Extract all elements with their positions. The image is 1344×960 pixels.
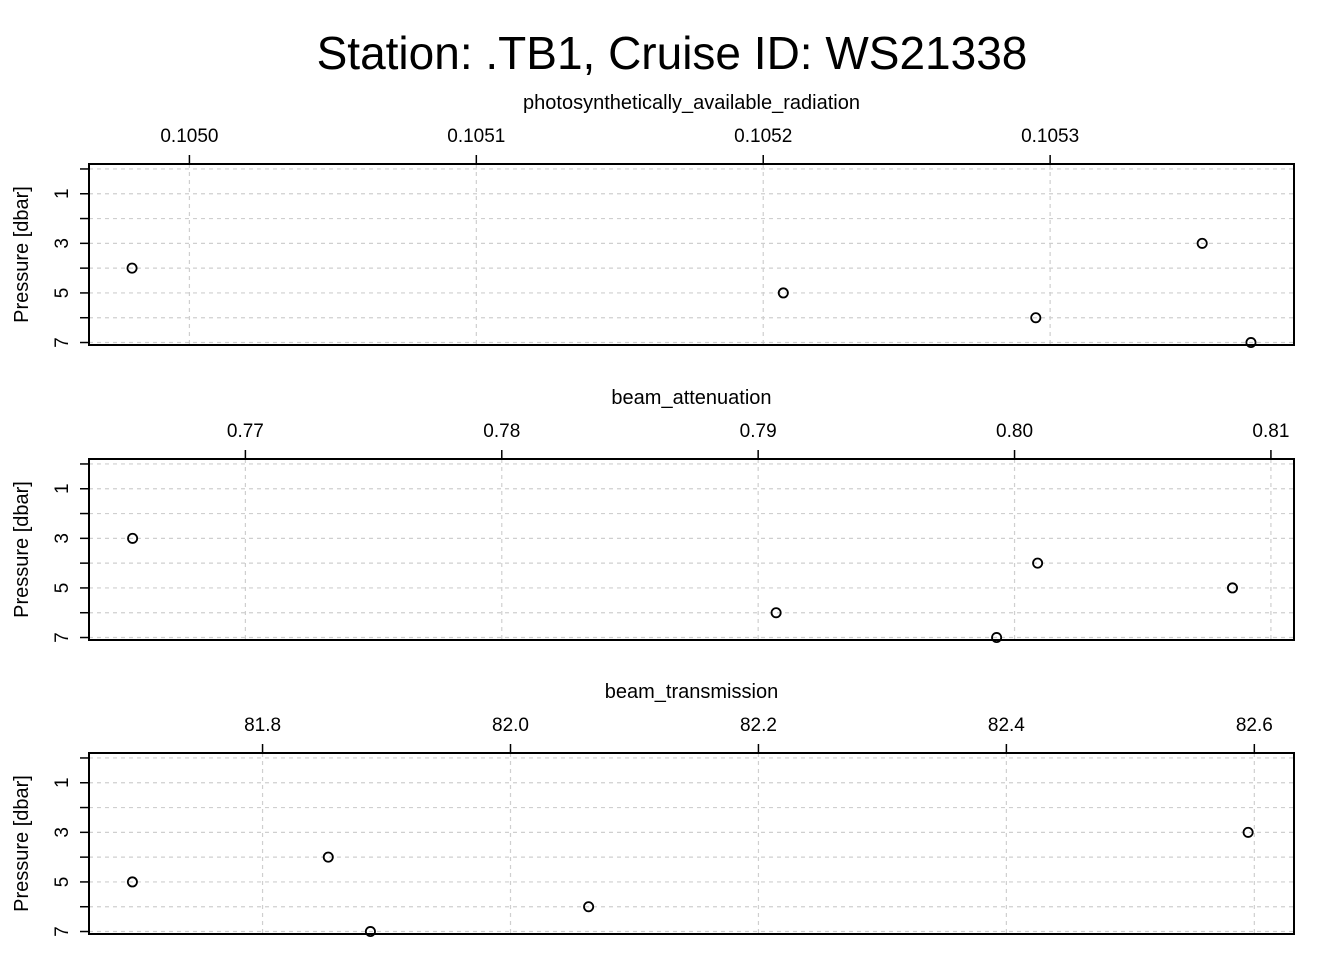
data-point (770, 607, 782, 619)
y-tick-label: 3 (52, 533, 73, 544)
data-point (1196, 237, 1208, 249)
data-point (322, 851, 334, 863)
y-axis-label: Pressure [dbar] (11, 775, 33, 912)
x-tick-label: 0.80 (996, 421, 1033, 442)
y-tick-label: 5 (52, 877, 73, 888)
panel-xlabel: photosynthetically_available_radiation (523, 92, 860, 114)
data-point (126, 262, 138, 274)
y-tick-label: 5 (52, 288, 73, 299)
x-tick-label: 0.79 (740, 421, 777, 442)
x-tick-label: 0.81 (1252, 421, 1289, 442)
data-point (777, 287, 789, 299)
y-tick-label: 1 (52, 483, 73, 494)
y-tick-label: 3 (52, 827, 73, 838)
panel-xlabel: beam_attenuation (611, 387, 771, 409)
data-point (127, 532, 139, 544)
plot-frame (88, 752, 1295, 935)
chart-panel-1: 0.1050 0.1051 0.1052 0.1053 1 3 5 7 photosynthet… (11, 92, 1295, 349)
x-tick-label: 82.4 (988, 715, 1025, 736)
y-tick-label: 7 (52, 926, 73, 937)
x-tick-label: 0.1051 (447, 126, 505, 147)
y-tick-label: 7 (52, 337, 73, 348)
plot-frame (88, 458, 1295, 641)
x-tick-label: 82.0 (492, 715, 529, 736)
x-tick-label: 0.77 (227, 421, 264, 442)
data-point (583, 901, 595, 913)
data-point (364, 926, 376, 938)
data-point (126, 876, 138, 888)
y-axis-label: Pressure [dbar] (11, 481, 33, 618)
y-tick-label: 5 (52, 583, 73, 594)
x-tick-label: 0.1053 (1021, 126, 1079, 147)
data-point (1032, 557, 1044, 569)
plot-frame (88, 163, 1295, 346)
y-tick-label: 1 (52, 188, 73, 199)
data-point (1226, 582, 1238, 594)
data-point (991, 632, 1003, 644)
data-point (1242, 826, 1254, 838)
data-point (1030, 312, 1042, 324)
x-tick-label: 82.6 (1236, 715, 1273, 736)
x-tick-label: 0.1052 (734, 126, 792, 147)
chart-panel-3: 81.8 82.0 82.2 82.4 82.6 1 3 5 7 beam_transmissio… (11, 681, 1295, 938)
chart-panel-2: 0.77 0.78 0.79 0.80 0.81 1 3 5 7 beam_attenuation… (11, 387, 1295, 644)
x-tick-label: 81.8 (244, 715, 281, 736)
panel-xlabel: beam_transmission (605, 681, 778, 703)
x-tick-label: 0.78 (483, 421, 520, 442)
main-title: Station: .TB1, Cruise ID: WS21338 (317, 27, 1028, 79)
panels: 0.1050 0.1051 0.1052 0.1053 1 3 5 7 photosynthet… (11, 92, 1295, 938)
x-tick-label: 82.2 (740, 715, 777, 736)
y-tick-label: 1 (52, 777, 73, 788)
data-point (1245, 337, 1257, 349)
y-tick-label: 7 (52, 632, 73, 643)
y-tick-label: 3 (52, 238, 73, 249)
y-axis-label: Pressure [dbar] (11, 186, 33, 323)
x-tick-label: 0.1050 (160, 126, 218, 147)
